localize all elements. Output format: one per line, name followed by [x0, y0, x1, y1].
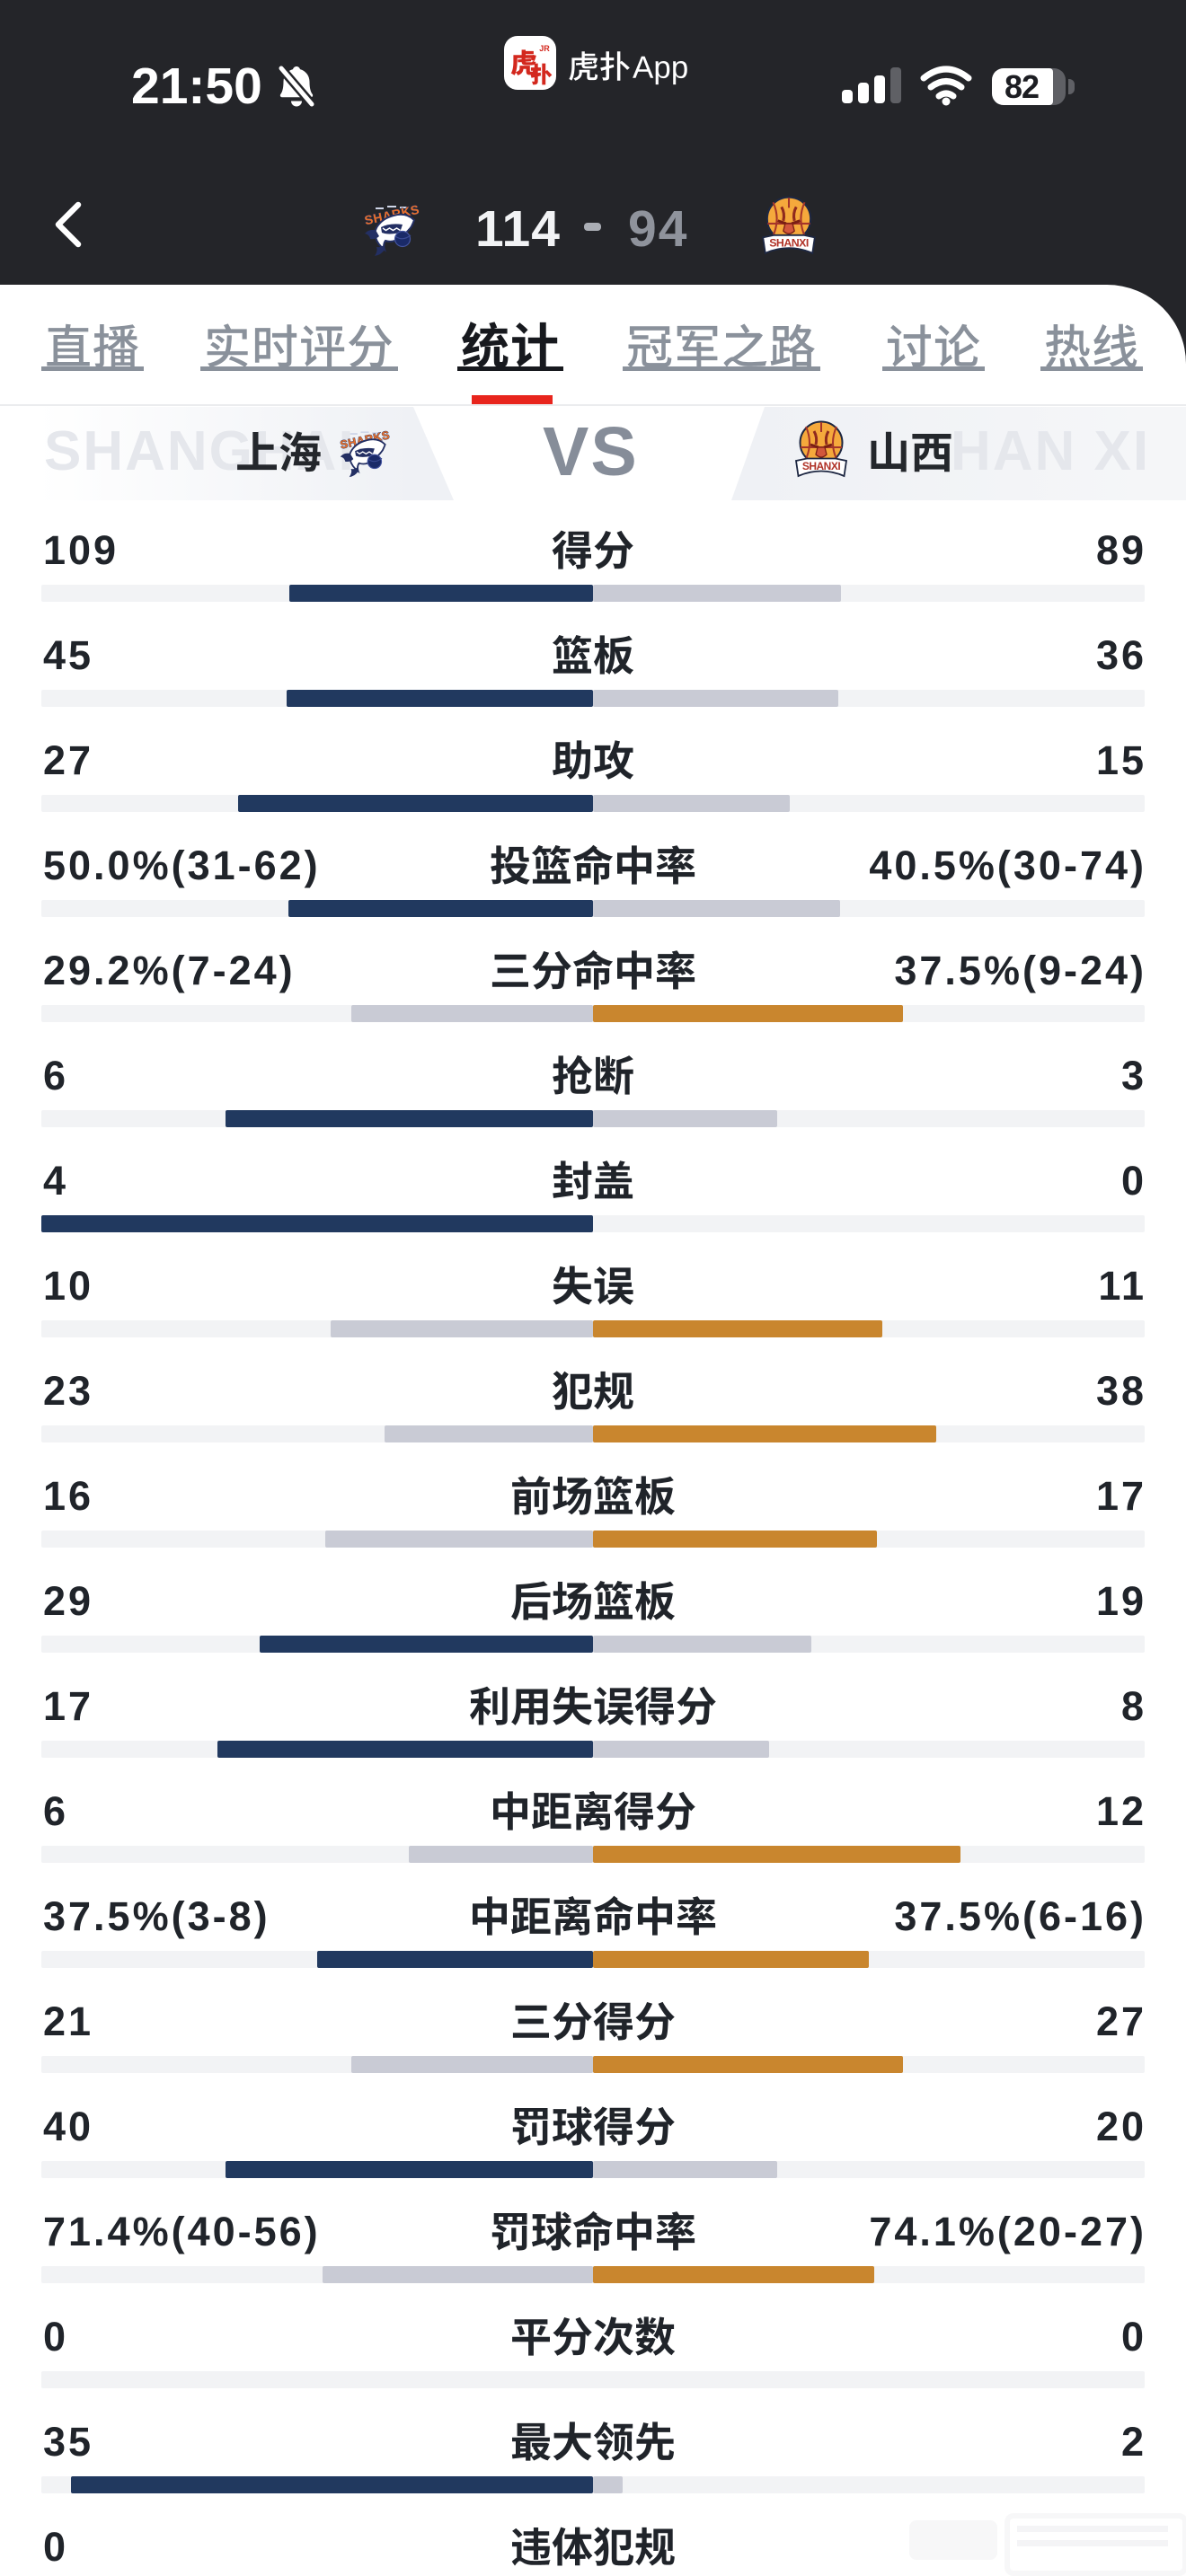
svg-text:SHANXI: SHANXI — [769, 237, 809, 250]
svg-text:SHANXI: SHANXI — [802, 460, 841, 472]
svg-text:JR: JR — [539, 44, 550, 53]
